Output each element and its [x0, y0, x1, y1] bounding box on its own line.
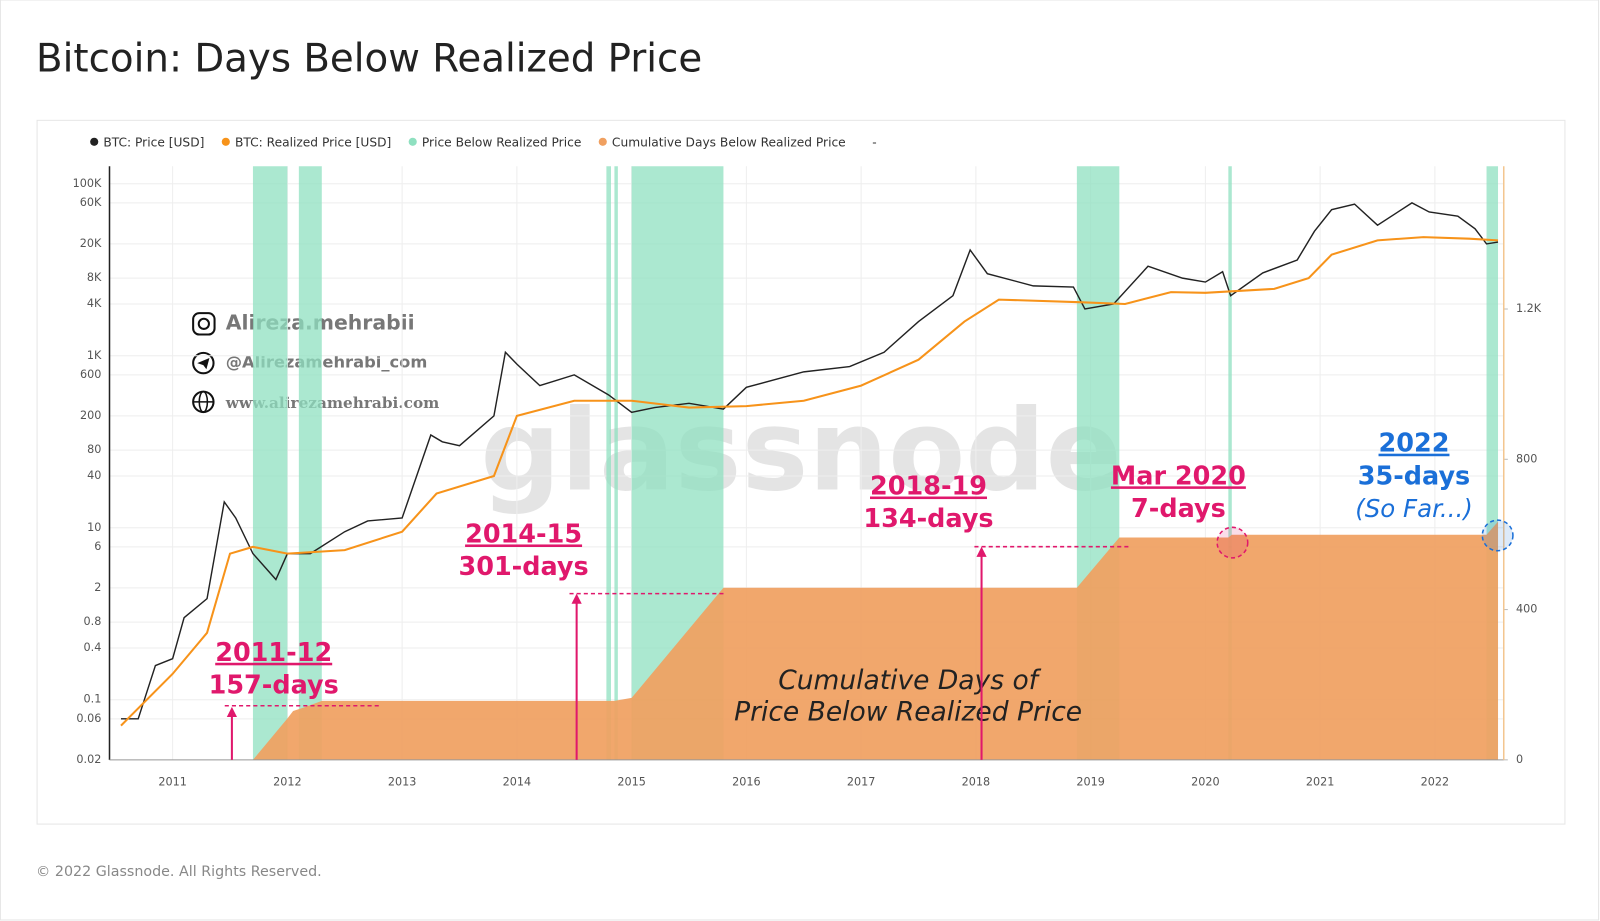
y-tick-label: 80	[87, 443, 101, 456]
price-line	[120, 202, 1499, 720]
y-tick-label: 600	[80, 368, 101, 381]
y-tick-label: 20K	[80, 237, 102, 250]
cumulative-area	[252, 521, 1499, 760]
annotation-period: 2018-19	[870, 472, 987, 502]
legend-trailer: -	[872, 135, 876, 149]
below-realized-band	[252, 166, 288, 760]
x-tick-label: 2019	[1076, 775, 1105, 788]
y-tick-label: 1K	[87, 349, 102, 362]
footer: © 2022 Glassnode. All Rights Reserved.	[36, 864, 322, 880]
x-tick-label: 2018	[962, 775, 991, 788]
y-tick-label: 60K	[80, 196, 102, 209]
annotation-period: Mar 2020	[1111, 461, 1246, 491]
center-label: Price Below Realized Price	[734, 696, 1082, 727]
telegram-icon	[192, 351, 215, 375]
below-realized-band	[1486, 166, 1499, 760]
y-tick-label: 0.8	[84, 615, 102, 628]
legend-swatch	[408, 137, 417, 146]
y-tick-label: 2	[94, 581, 101, 594]
y-tick-label: 100K	[73, 177, 102, 190]
legend-label: BTC: Realized Price [USD]	[235, 135, 391, 149]
telegram-icon-plane	[197, 357, 210, 370]
instagram-icon-lens	[197, 317, 210, 330]
legend-swatch	[90, 137, 99, 146]
y-tick-label: 200	[80, 409, 101, 422]
below-realized-band	[606, 166, 611, 760]
legend-label: Cumulative Days Below Realized Price	[612, 135, 846, 149]
y2-tick-label: 400	[1516, 603, 1537, 616]
instagram-icon	[192, 312, 216, 336]
annotation-circle	[1216, 526, 1249, 559]
chart-frame	[36, 119, 1566, 825]
annotation-period: 2014-15	[465, 519, 582, 549]
x-tick-label: 2022	[1421, 775, 1450, 788]
below-realized-band	[298, 166, 322, 760]
annotation-days: 157-days	[209, 670, 339, 700]
y-tick-label: 40	[87, 469, 101, 482]
y-tick-label: 4K	[87, 297, 102, 310]
x-tick-label: 2013	[388, 775, 417, 788]
annotation-arrowhead	[571, 593, 582, 604]
y-tick-label: 8K	[87, 271, 102, 284]
annotation-days: 35-days	[1358, 461, 1470, 491]
annotation-arrowhead	[976, 546, 987, 557]
annotation-note: (So Far...)	[1355, 494, 1473, 523]
below-realized-band	[1228, 166, 1232, 760]
chart-title: Bitcoin: Days Below Realized Price	[36, 37, 702, 82]
x-tick-label: 2017	[847, 775, 876, 788]
y2-tick-label: 1.2K	[1516, 302, 1542, 315]
y-tick-label: 0.4	[84, 641, 102, 654]
x-tick-label: 2016	[732, 775, 761, 788]
y-tick-label: 10	[87, 521, 101, 534]
x-tick-label: 2012	[273, 775, 302, 788]
x-tick-label: 2011	[158, 775, 187, 788]
y2-tick-label: 800	[1516, 452, 1537, 465]
y-tick-label: 6	[94, 540, 101, 553]
legend-label: BTC: Price [USD]	[103, 135, 204, 149]
below-realized-band	[614, 166, 618, 760]
center-label: Cumulative Days of	[778, 665, 1041, 696]
x-tick-label: 2014	[503, 775, 532, 788]
legend-label: Price Below Realized Price	[422, 135, 581, 149]
annotation-arrowhead	[226, 706, 237, 718]
x-tick-label: 2021	[1306, 775, 1335, 788]
annotation-period: 2011-12	[215, 638, 332, 668]
annotation-period: 2022	[1379, 429, 1450, 459]
x-tick-label: 2020	[1191, 775, 1220, 788]
annotation-days: 134-days	[863, 504, 993, 534]
annotation-days: 7-days	[1131, 494, 1226, 524]
legend-swatch	[598, 137, 607, 146]
annotation-circle	[1481, 519, 1514, 552]
y2-tick-label: 0	[1516, 753, 1523, 766]
y-tick-label: 0.02	[76, 753, 101, 766]
annotation-days: 301-days	[458, 552, 588, 582]
y-tick-label: 0.1	[84, 693, 102, 706]
price-line	[120, 236, 1499, 727]
legend-swatch	[221, 137, 230, 146]
watermark: glassnode	[480, 387, 1121, 517]
y-tick-label: 0.06	[76, 712, 101, 725]
x-tick-label: 2015	[617, 775, 646, 788]
